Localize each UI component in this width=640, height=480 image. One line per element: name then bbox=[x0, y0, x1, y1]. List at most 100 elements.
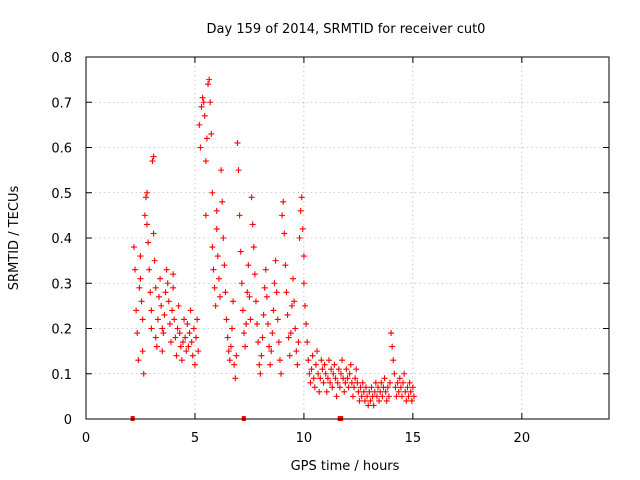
data-point bbox=[271, 280, 278, 287]
x-tick-label: 20 bbox=[514, 431, 531, 446]
data-point bbox=[231, 361, 238, 368]
data-point bbox=[388, 330, 395, 337]
axis-ticks: 0 0.1 0.2 0.3 0.4 0.5 0.6 0.7 0.8 0 5 10 15 20 bbox=[51, 51, 609, 446]
data-point bbox=[199, 94, 206, 101]
x-tick-label: 15 bbox=[405, 431, 422, 446]
data-point bbox=[349, 393, 356, 400]
data-point bbox=[247, 316, 254, 323]
data-point bbox=[270, 307, 277, 314]
data-point bbox=[306, 370, 313, 377]
data-point bbox=[291, 298, 298, 305]
data-point bbox=[275, 339, 282, 346]
data-point bbox=[341, 388, 348, 395]
data-point bbox=[370, 402, 377, 409]
data-point bbox=[309, 352, 316, 359]
data-point bbox=[361, 397, 368, 404]
data-point bbox=[150, 230, 157, 237]
data-point bbox=[173, 352, 180, 359]
data-point bbox=[293, 348, 300, 355]
data-point bbox=[328, 366, 335, 373]
data-point bbox=[318, 357, 325, 364]
data-point bbox=[280, 198, 287, 205]
data-point bbox=[332, 375, 339, 382]
data-point bbox=[201, 112, 208, 119]
data-point bbox=[384, 384, 391, 391]
y-tick-label: 0 bbox=[64, 413, 72, 428]
data-point bbox=[385, 393, 392, 400]
data-point bbox=[303, 320, 310, 327]
data-point bbox=[152, 334, 159, 341]
data-point bbox=[130, 244, 137, 251]
data-point bbox=[259, 334, 266, 341]
data-point bbox=[398, 393, 405, 400]
data-point bbox=[408, 397, 415, 404]
data-point bbox=[237, 248, 244, 255]
data-point bbox=[261, 284, 268, 291]
data-point bbox=[210, 266, 217, 273]
data-point bbox=[208, 130, 215, 137]
data-point bbox=[363, 384, 370, 391]
data-point bbox=[368, 384, 375, 391]
data-point bbox=[239, 307, 246, 314]
data-point bbox=[329, 384, 336, 391]
data-point bbox=[214, 253, 221, 260]
data-point bbox=[147, 289, 154, 296]
data-point bbox=[367, 397, 374, 404]
data-point bbox=[215, 275, 222, 282]
data-point bbox=[171, 316, 178, 323]
data-point bbox=[379, 393, 386, 400]
data-point bbox=[159, 325, 166, 332]
data-point bbox=[298, 194, 305, 201]
data-point bbox=[151, 257, 158, 264]
data-point bbox=[348, 379, 355, 386]
data-point bbox=[267, 361, 274, 368]
data-point bbox=[252, 298, 259, 305]
data-point bbox=[344, 375, 351, 382]
scatter-points bbox=[130, 76, 417, 409]
data-point bbox=[145, 239, 152, 246]
data-point bbox=[202, 158, 209, 165]
data-point bbox=[225, 348, 232, 355]
data-point bbox=[360, 388, 367, 395]
data-point bbox=[206, 76, 213, 83]
y-tick-label: 0.3 bbox=[51, 277, 72, 292]
data-point bbox=[308, 366, 315, 373]
data-point bbox=[141, 212, 148, 219]
data-point bbox=[186, 330, 193, 337]
data-point bbox=[273, 289, 280, 296]
data-point bbox=[251, 271, 258, 278]
data-point bbox=[185, 343, 192, 350]
data-point bbox=[191, 361, 198, 368]
data-point bbox=[294, 361, 301, 368]
data-point bbox=[359, 379, 366, 386]
data-point bbox=[134, 330, 141, 337]
y-axis-label: SRMTID / TECUs bbox=[7, 186, 22, 291]
plot-frame bbox=[85, 56, 610, 420]
data-point bbox=[327, 379, 334, 386]
data-point bbox=[375, 384, 382, 391]
data-point bbox=[278, 370, 285, 377]
data-point bbox=[176, 330, 183, 337]
data-point bbox=[213, 207, 220, 214]
data-point bbox=[255, 339, 262, 346]
data-point bbox=[158, 302, 165, 309]
data-point bbox=[381, 375, 388, 382]
data-point bbox=[220, 235, 227, 241]
data-point bbox=[200, 99, 207, 106]
data-point bbox=[142, 194, 149, 201]
data-point bbox=[390, 357, 397, 364]
data-point bbox=[194, 316, 201, 323]
data-point bbox=[320, 379, 327, 386]
data-point bbox=[234, 139, 241, 146]
data-point bbox=[347, 361, 354, 368]
data-point bbox=[163, 266, 170, 273]
data-point bbox=[233, 352, 240, 359]
y-tick-label: 0.8 bbox=[51, 51, 72, 66]
data-point bbox=[300, 253, 307, 260]
data-point bbox=[404, 384, 411, 391]
grid-lines bbox=[86, 57, 609, 419]
data-point bbox=[232, 375, 239, 382]
data-point bbox=[209, 189, 216, 196]
data-point bbox=[166, 320, 173, 327]
